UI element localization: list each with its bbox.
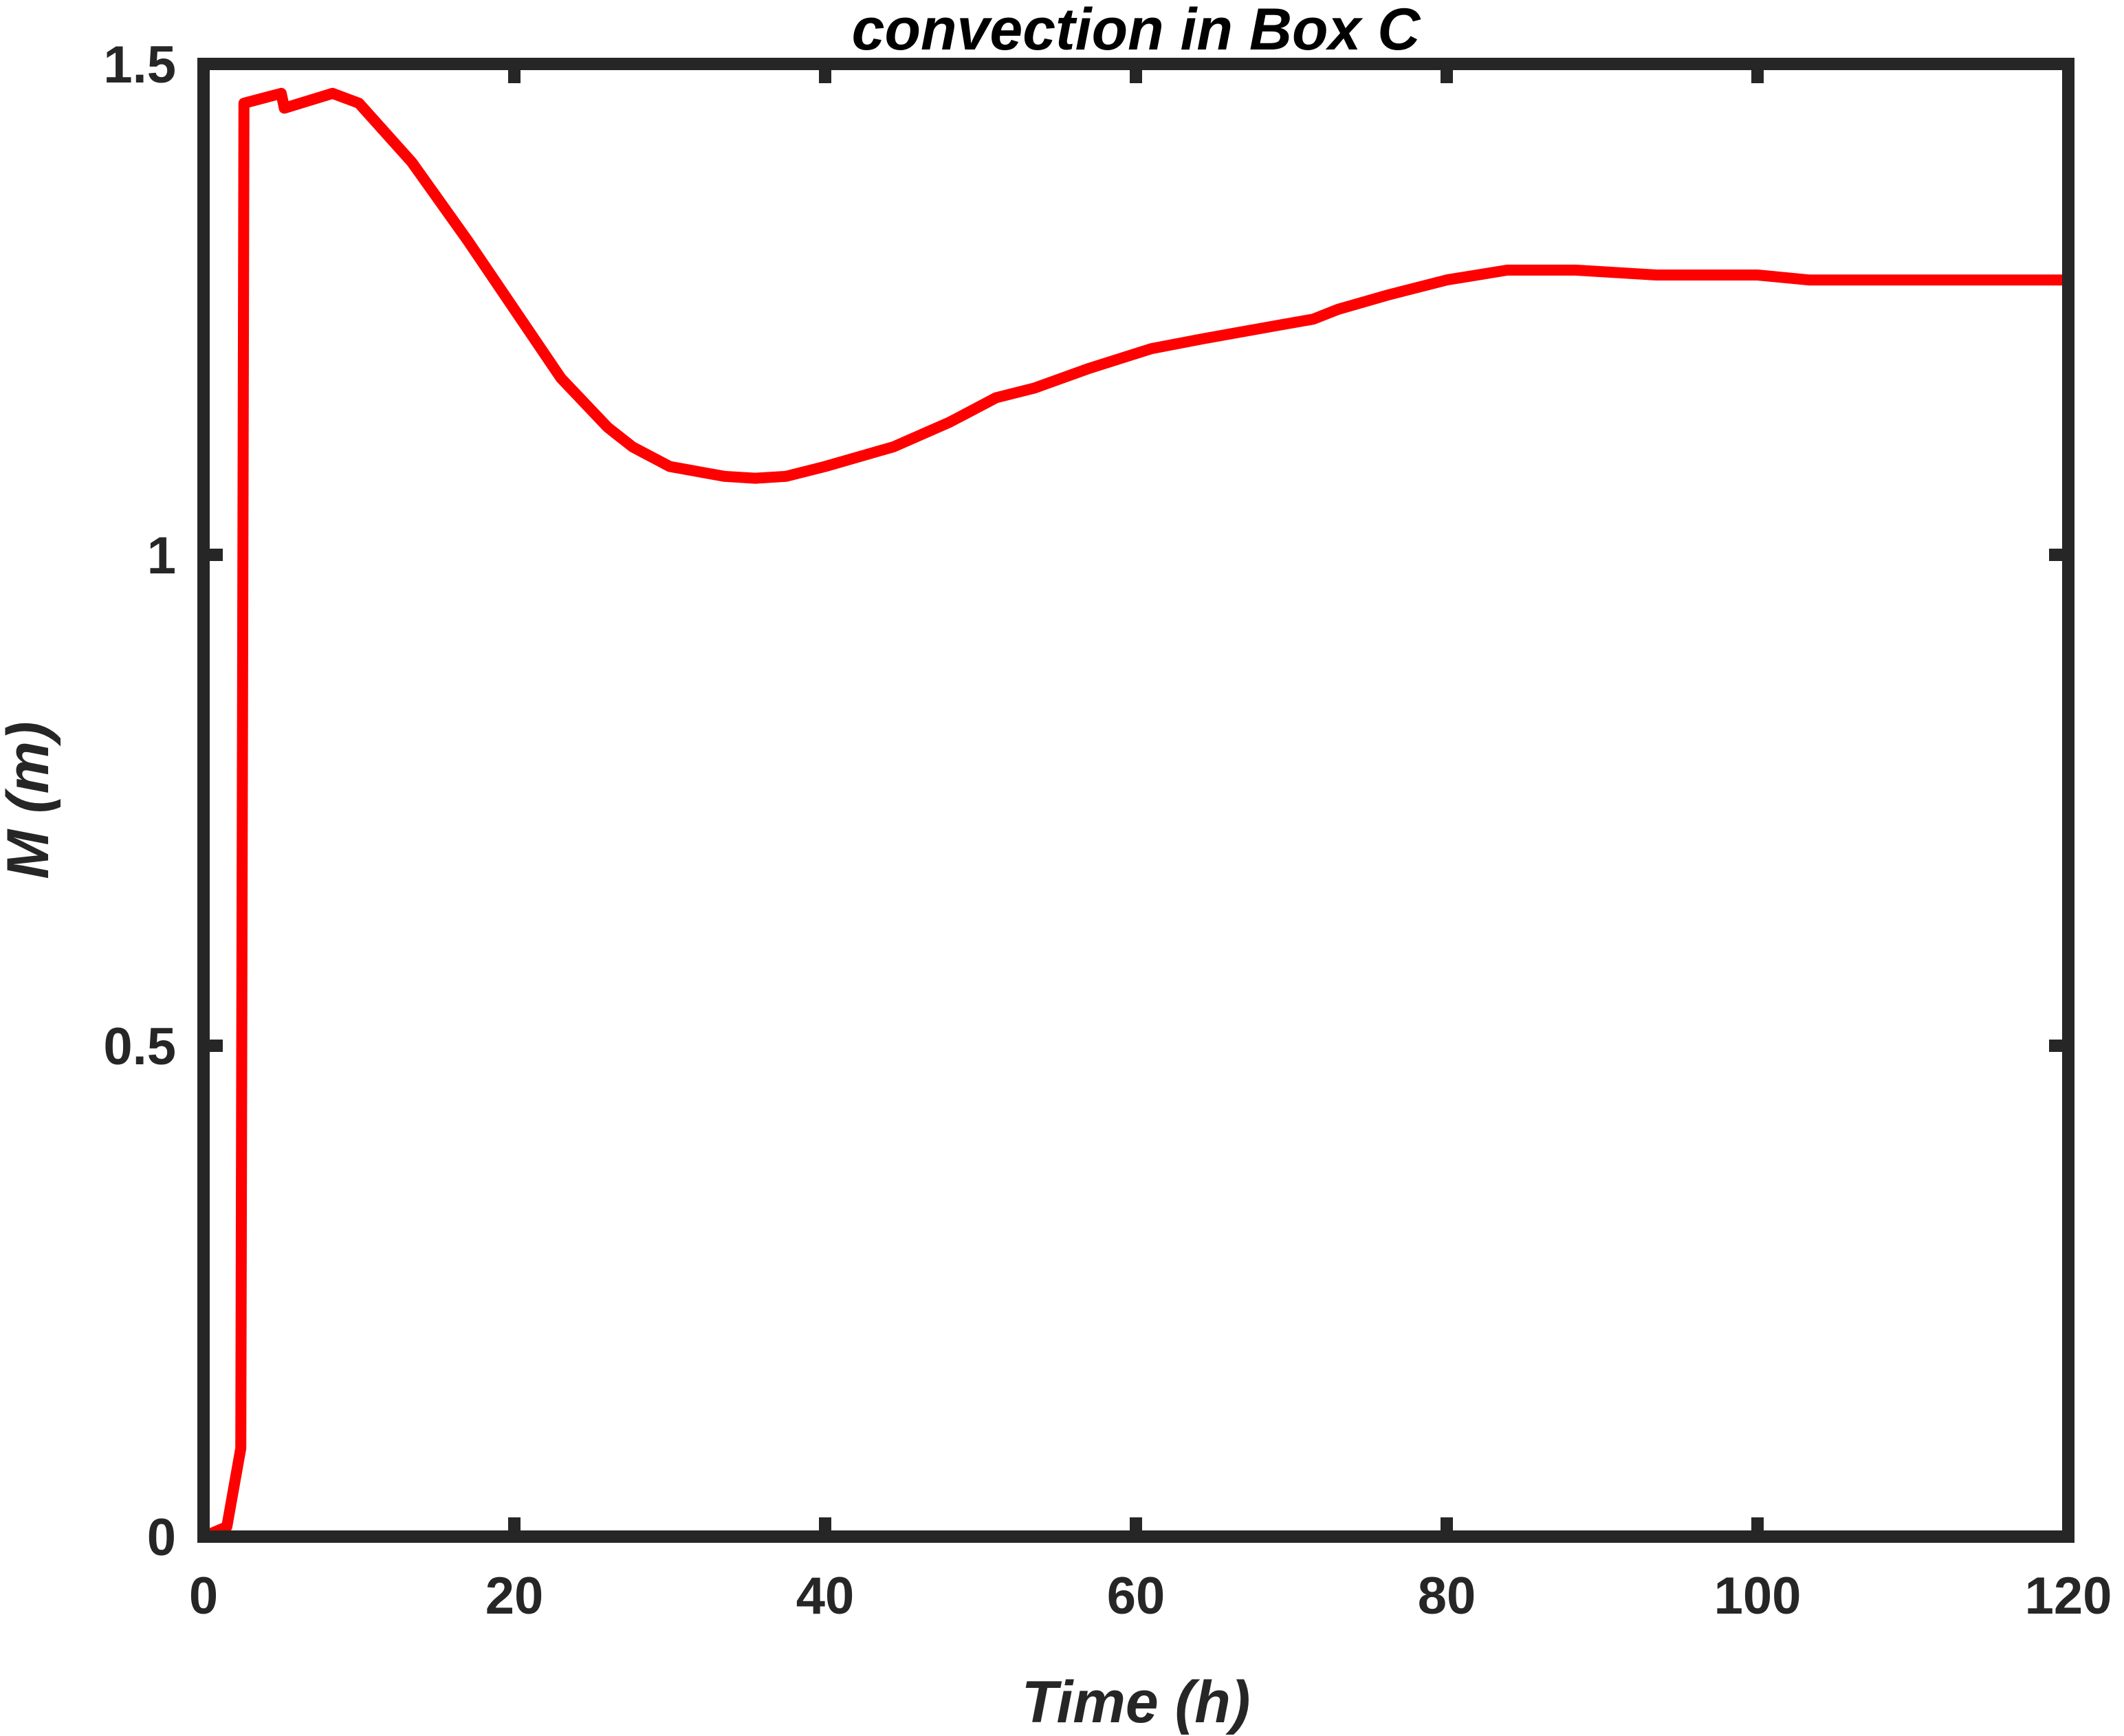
y-axis-label: M (m)	[0, 721, 61, 879]
x-tick-label: 40	[796, 1567, 855, 1625]
x-tick-label: 60	[1107, 1567, 1165, 1625]
x-axis-label: Time (h)	[1022, 1669, 1251, 1735]
chart-title: convection in Box C	[852, 0, 1422, 63]
x-tick-label: 20	[485, 1567, 544, 1625]
y-tick-label: 1	[147, 527, 176, 585]
y-tick-labels: 0 0.5 1 1.5	[103, 36, 176, 1567]
series-line	[198, 87, 2074, 1542]
x-tick-labels: 0 20 40 60 80 100 120	[189, 1567, 2112, 1625]
y-tick-label: 0.5	[103, 1018, 176, 1076]
x-tick-label: 100	[1714, 1567, 1802, 1625]
series-layer	[198, 87, 2074, 1542]
y-tick-label: 0	[147, 1508, 176, 1567]
x-tick-label: 120	[2025, 1567, 2112, 1625]
y-tick-label: 1.5	[103, 36, 176, 94]
x-tick-label: 80	[1418, 1567, 1476, 1625]
axes-box	[197, 58, 2074, 1543]
x-tick-label: 0	[189, 1567, 218, 1625]
